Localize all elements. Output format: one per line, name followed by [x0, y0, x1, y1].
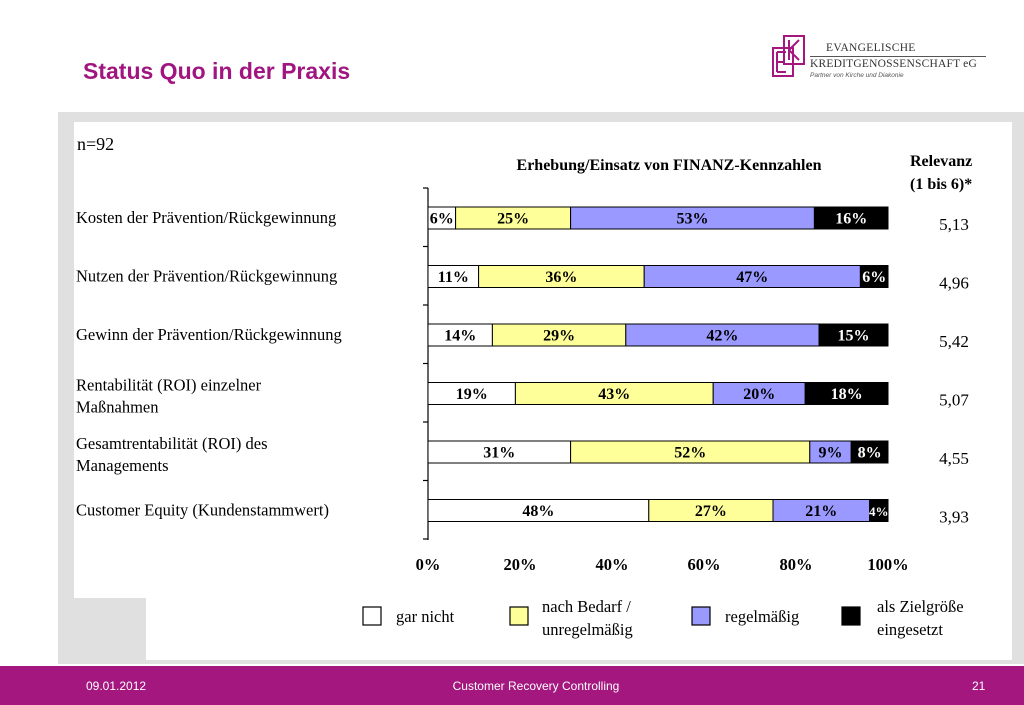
data-label: 14%	[444, 328, 476, 345]
data-label: 27%	[695, 503, 727, 520]
category-label: Nutzen der Prävention/Rückgewinnung	[76, 267, 337, 286]
data-label: 31%	[483, 445, 515, 462]
data-label: 36%	[545, 269, 577, 286]
legend-label: als Zielgröße	[877, 597, 964, 616]
legend-swatch	[509, 606, 529, 626]
logo-text-line2: KREDITGENOSSENSCHAFT eG	[810, 56, 986, 70]
data-label: 9%	[819, 445, 843, 462]
x-tick-label: 100%	[867, 555, 908, 574]
category-label: Gewinn der Prävention/Rückgewinnung	[76, 325, 342, 344]
data-label: 16%	[835, 211, 867, 228]
x-tick-label: 20%	[504, 555, 537, 574]
legend-label-line2: eingesetzt	[877, 620, 943, 639]
bar-segment	[850, 440, 889, 464]
data-label: 6%	[430, 211, 454, 228]
footer-page-number: 21	[972, 679, 986, 693]
data-label: 20%	[743, 386, 775, 403]
data-label: 18%	[831, 386, 863, 403]
data-label: 4%	[869, 504, 889, 519]
bar-segment	[859, 265, 889, 288]
data-label: 15%	[838, 328, 870, 345]
legend-label: gar nicht	[396, 607, 455, 626]
category-label-line2: Managements	[76, 456, 169, 475]
ekk-logo-icon	[772, 35, 805, 77]
bar-segment	[869, 499, 889, 522]
category-label: Rentabilität (ROI) einzelner	[76, 376, 262, 395]
footer-title: Customer Recovery Controlling	[452, 679, 620, 693]
data-label: 25%	[497, 211, 529, 228]
sample-size-note: n=92	[77, 134, 114, 154]
category-label: Customer Equity (Kundenstammwert)	[76, 501, 329, 520]
x-tick-label: 40%	[596, 555, 629, 574]
data-label: 52%	[674, 445, 706, 462]
data-label: 42%	[706, 328, 738, 345]
relevance-value: 5,13	[939, 215, 969, 234]
category-label: Gesamtrentabilität (ROI) des	[76, 434, 268, 453]
footer-date: 09.01.2012	[86, 679, 147, 693]
relevance-value: 5,07	[939, 391, 969, 410]
x-tick-label: 80%	[780, 555, 813, 574]
legend-swatch	[691, 606, 711, 626]
bar-segment	[818, 323, 889, 347]
company-logo: EVANGELISCHE KREDITGENOSSENSCHAFT eG Par…	[772, 34, 1002, 84]
data-label: 21%	[805, 503, 837, 520]
relevance-header: Relevanz	[910, 153, 972, 170]
category-label: Kosten der Prävention/Rückgewinnung	[76, 208, 336, 227]
footer-bar: 09.01.2012 Customer Recovery Controlling…	[0, 666, 1024, 705]
relevance-value: 5,42	[939, 332, 969, 351]
data-label: 43%	[598, 386, 630, 403]
logo-text-line1: EVANGELISCHE	[826, 42, 916, 54]
legend-swatch	[362, 606, 382, 626]
category-label-line2: Maßnahmen	[76, 398, 158, 417]
data-label: 8%	[858, 445, 882, 462]
data-label: 29%	[543, 328, 575, 345]
bar-segment	[804, 382, 889, 405]
chart-title: Erhebung/Einsatz von FINANZ-Kennzahlen	[517, 157, 822, 174]
legend-label-line2: unregelmäßig	[542, 620, 633, 639]
relevance-value: 3,93	[939, 508, 969, 527]
legend-label: nach Bedarf /	[542, 597, 631, 616]
legend-label: regelmäßig	[725, 607, 799, 626]
data-label: 19%	[456, 386, 488, 403]
logo-tagline: Partner von Kirche und Diakonie	[810, 72, 904, 79]
data-label: 11%	[438, 269, 469, 286]
legend-paper	[146, 598, 1012, 660]
relevance-header-scale: (1 bis 6)*	[910, 176, 972, 193]
data-label: 48%	[522, 503, 554, 520]
data-label: 47%	[736, 269, 768, 286]
data-label: 6%	[862, 269, 886, 286]
relevance-value: 4,55	[939, 449, 969, 468]
stacked-bar-chart: n=92 Erhebung/Einsatz von FINANZ-Kennzahl…	[76, 134, 972, 639]
data-label: 53%	[677, 211, 709, 228]
slide-title: Status Quo in der Praxis	[83, 58, 351, 84]
bar-segment	[813, 206, 889, 230]
x-tick-label: 0%	[416, 555, 441, 574]
relevance-value: 4,96	[939, 274, 969, 293]
legend-swatch	[841, 606, 861, 626]
x-tick-label: 60%	[688, 555, 721, 574]
